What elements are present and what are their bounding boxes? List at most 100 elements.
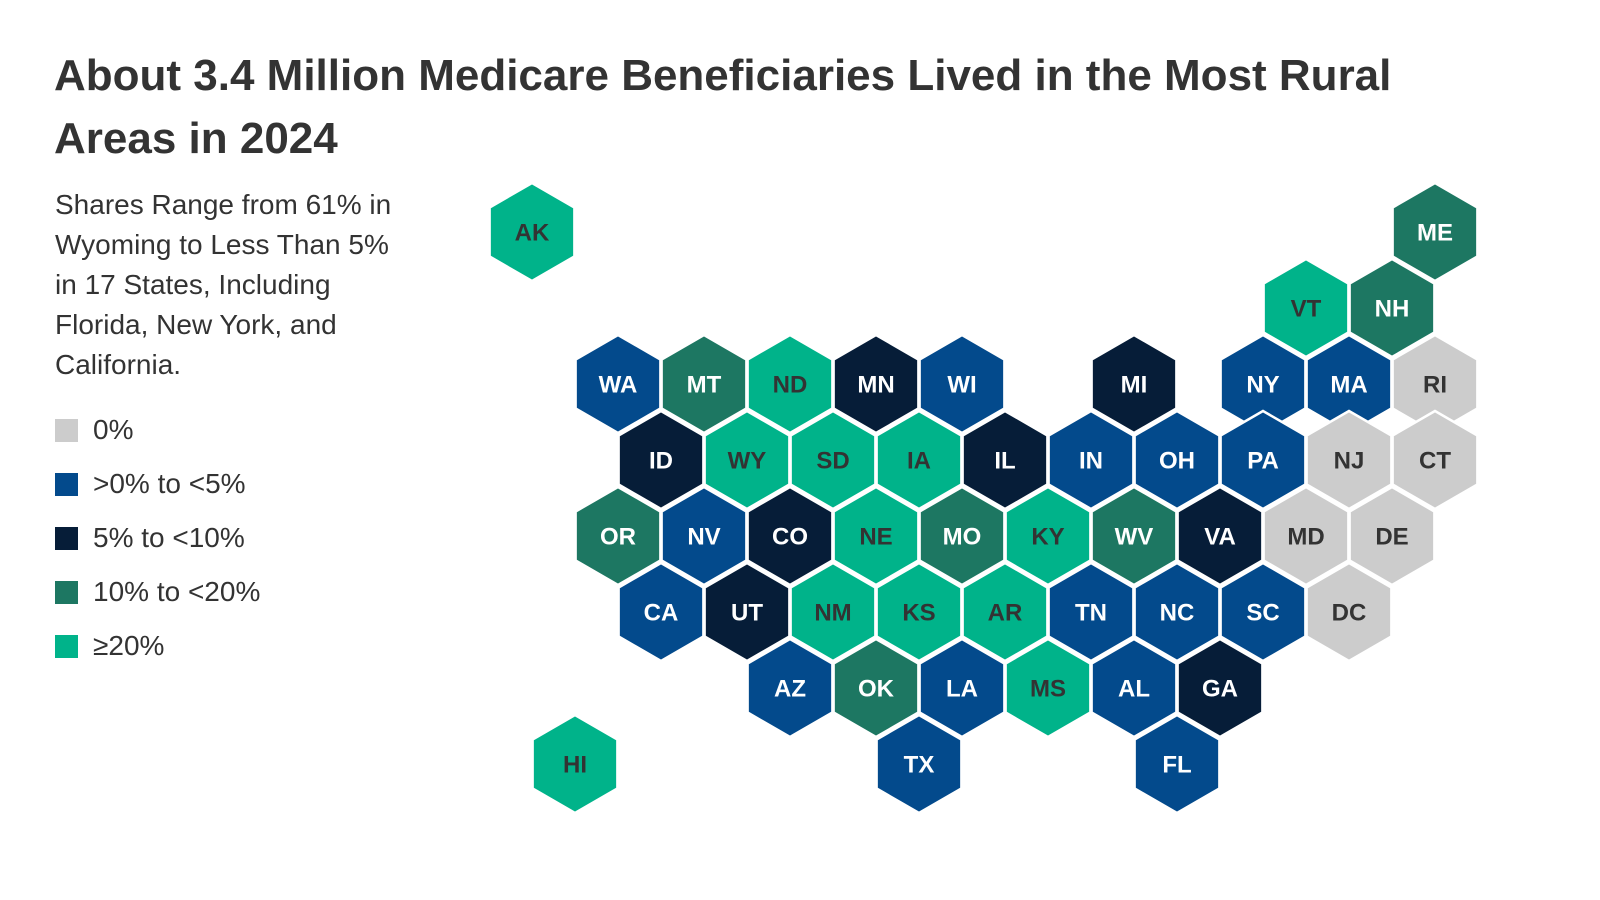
state-label: UT	[731, 600, 763, 627]
state-label: SC	[1246, 600, 1279, 627]
state-label: VA	[1204, 524, 1236, 551]
state-label: WI	[947, 372, 976, 399]
state-hex-ct: CT	[1391, 409, 1479, 511]
state-hex-co: CO	[746, 485, 834, 587]
state-hex-shape	[875, 713, 963, 815]
state-label: GA	[1202, 676, 1238, 703]
state-label: OH	[1159, 448, 1195, 475]
state-label: FL	[1162, 752, 1191, 779]
state-hex-va: VA	[1176, 485, 1264, 587]
state-label: TN	[1075, 600, 1107, 627]
state-hex-fl: FL	[1133, 713, 1221, 815]
state-hex-mo: MO	[918, 485, 1006, 587]
state-hex-ar: AR	[961, 561, 1049, 663]
state-hex-id: ID	[617, 409, 705, 511]
legend-label: ≥20%	[93, 630, 165, 661]
legend-item-zero: 0%	[55, 403, 260, 457]
state-label: IA	[907, 448, 931, 475]
state-label: DE	[1375, 524, 1408, 551]
state-hex-vt: VT	[1262, 257, 1350, 359]
state-hex-tx: TX	[875, 713, 963, 815]
state-hex-shape	[1348, 257, 1436, 359]
state-label: VT	[1291, 296, 1322, 323]
state-label: MA	[1330, 372, 1367, 399]
state-label: MI	[1121, 372, 1148, 399]
state-hex-ri: RI	[1391, 333, 1479, 435]
state-label: ND	[773, 372, 808, 399]
state-hex-shape	[1305, 561, 1393, 663]
legend-label: 0%	[93, 414, 134, 445]
chart-title: About 3.4 Million Medicare Beneficiaries…	[54, 51, 1392, 163]
state-label: HI	[563, 752, 587, 779]
state-label: NY	[1246, 372, 1279, 399]
state-label: NM	[814, 600, 851, 627]
state-hex-ky: KY	[1004, 485, 1092, 587]
state-hex-ok: OK	[832, 637, 920, 739]
legend-swatch	[55, 472, 78, 496]
state-hex-dc: DC	[1305, 561, 1393, 663]
state-hex-shape	[918, 333, 1006, 435]
state-label: MO	[943, 524, 982, 551]
state-label: KY	[1031, 524, 1064, 551]
state-label: DC	[1332, 600, 1367, 627]
state-label: AR	[988, 600, 1023, 627]
state-hex-nc: NC	[1133, 561, 1221, 663]
state-label: WV	[1115, 524, 1154, 551]
state-hex-pa: PA	[1219, 409, 1307, 511]
state-label: OK	[858, 676, 895, 703]
state-hex-shape	[1176, 637, 1264, 739]
state-label: OR	[600, 524, 636, 551]
legend-label: 5% to <10%	[93, 522, 245, 553]
state-hex-shape	[1348, 485, 1436, 587]
state-hex-or: OR	[574, 485, 662, 587]
state-label: IN	[1079, 448, 1103, 475]
state-label: NC	[1160, 600, 1195, 627]
state-hex-shape	[1133, 713, 1221, 815]
state-hex-ak: AK	[488, 181, 576, 283]
state-label: NV	[687, 524, 720, 551]
state-hex-nh: NH	[1348, 257, 1436, 359]
state-hex-shape	[488, 181, 576, 283]
state-label: WA	[599, 372, 638, 399]
state-hex-shape	[1391, 181, 1479, 283]
state-label: IL	[994, 448, 1015, 475]
state-label: AL	[1118, 676, 1150, 703]
state-hex-nm: NM	[789, 561, 877, 663]
state-hex-mi: MI	[1090, 333, 1178, 435]
state-label: PA	[1247, 448, 1279, 475]
state-label: CO	[772, 524, 808, 551]
legend-swatch	[55, 580, 78, 604]
state-label: NE	[859, 524, 892, 551]
state-label: MS	[1030, 676, 1066, 703]
state-hex-shape	[1391, 409, 1479, 511]
state-hex-de: DE	[1348, 485, 1436, 587]
state-hex-hi: HI	[531, 713, 619, 815]
state-label: MN	[857, 372, 894, 399]
legend-swatch	[55, 634, 78, 658]
state-hex-il: IL	[961, 409, 1049, 511]
state-label: AK	[515, 220, 550, 247]
legend-swatch	[55, 526, 78, 550]
legend-item-5to10: 5% to <10%	[55, 511, 260, 565]
state-hex-md: MD	[1262, 485, 1350, 587]
state-hex-ga: GA	[1176, 637, 1264, 739]
state-label: TX	[904, 752, 935, 779]
legend-label: 10% to <20%	[93, 576, 261, 607]
state-label: SD	[816, 448, 849, 475]
state-label: CT	[1419, 448, 1451, 475]
state-label: RI	[1423, 372, 1447, 399]
state-label: LA	[946, 676, 978, 703]
state-label: KS	[902, 600, 935, 627]
state-hex-sd: SD	[789, 409, 877, 511]
state-hex-wi: WI	[918, 333, 1006, 435]
state-label: AZ	[774, 676, 806, 703]
legend: 0% >0% to <5% 5% to <10% 10% to <20% ≥20%	[55, 403, 260, 673]
state-label: NH	[1375, 296, 1410, 323]
chart-subtitle: Shares Range from 61% in Wyoming to Less…	[55, 189, 392, 380]
state-label: NJ	[1334, 448, 1365, 475]
state-label: WY	[728, 448, 767, 475]
state-hex-al: AL	[1090, 637, 1178, 739]
legend-swatch	[55, 418, 78, 442]
state-hex-shape	[531, 713, 619, 815]
